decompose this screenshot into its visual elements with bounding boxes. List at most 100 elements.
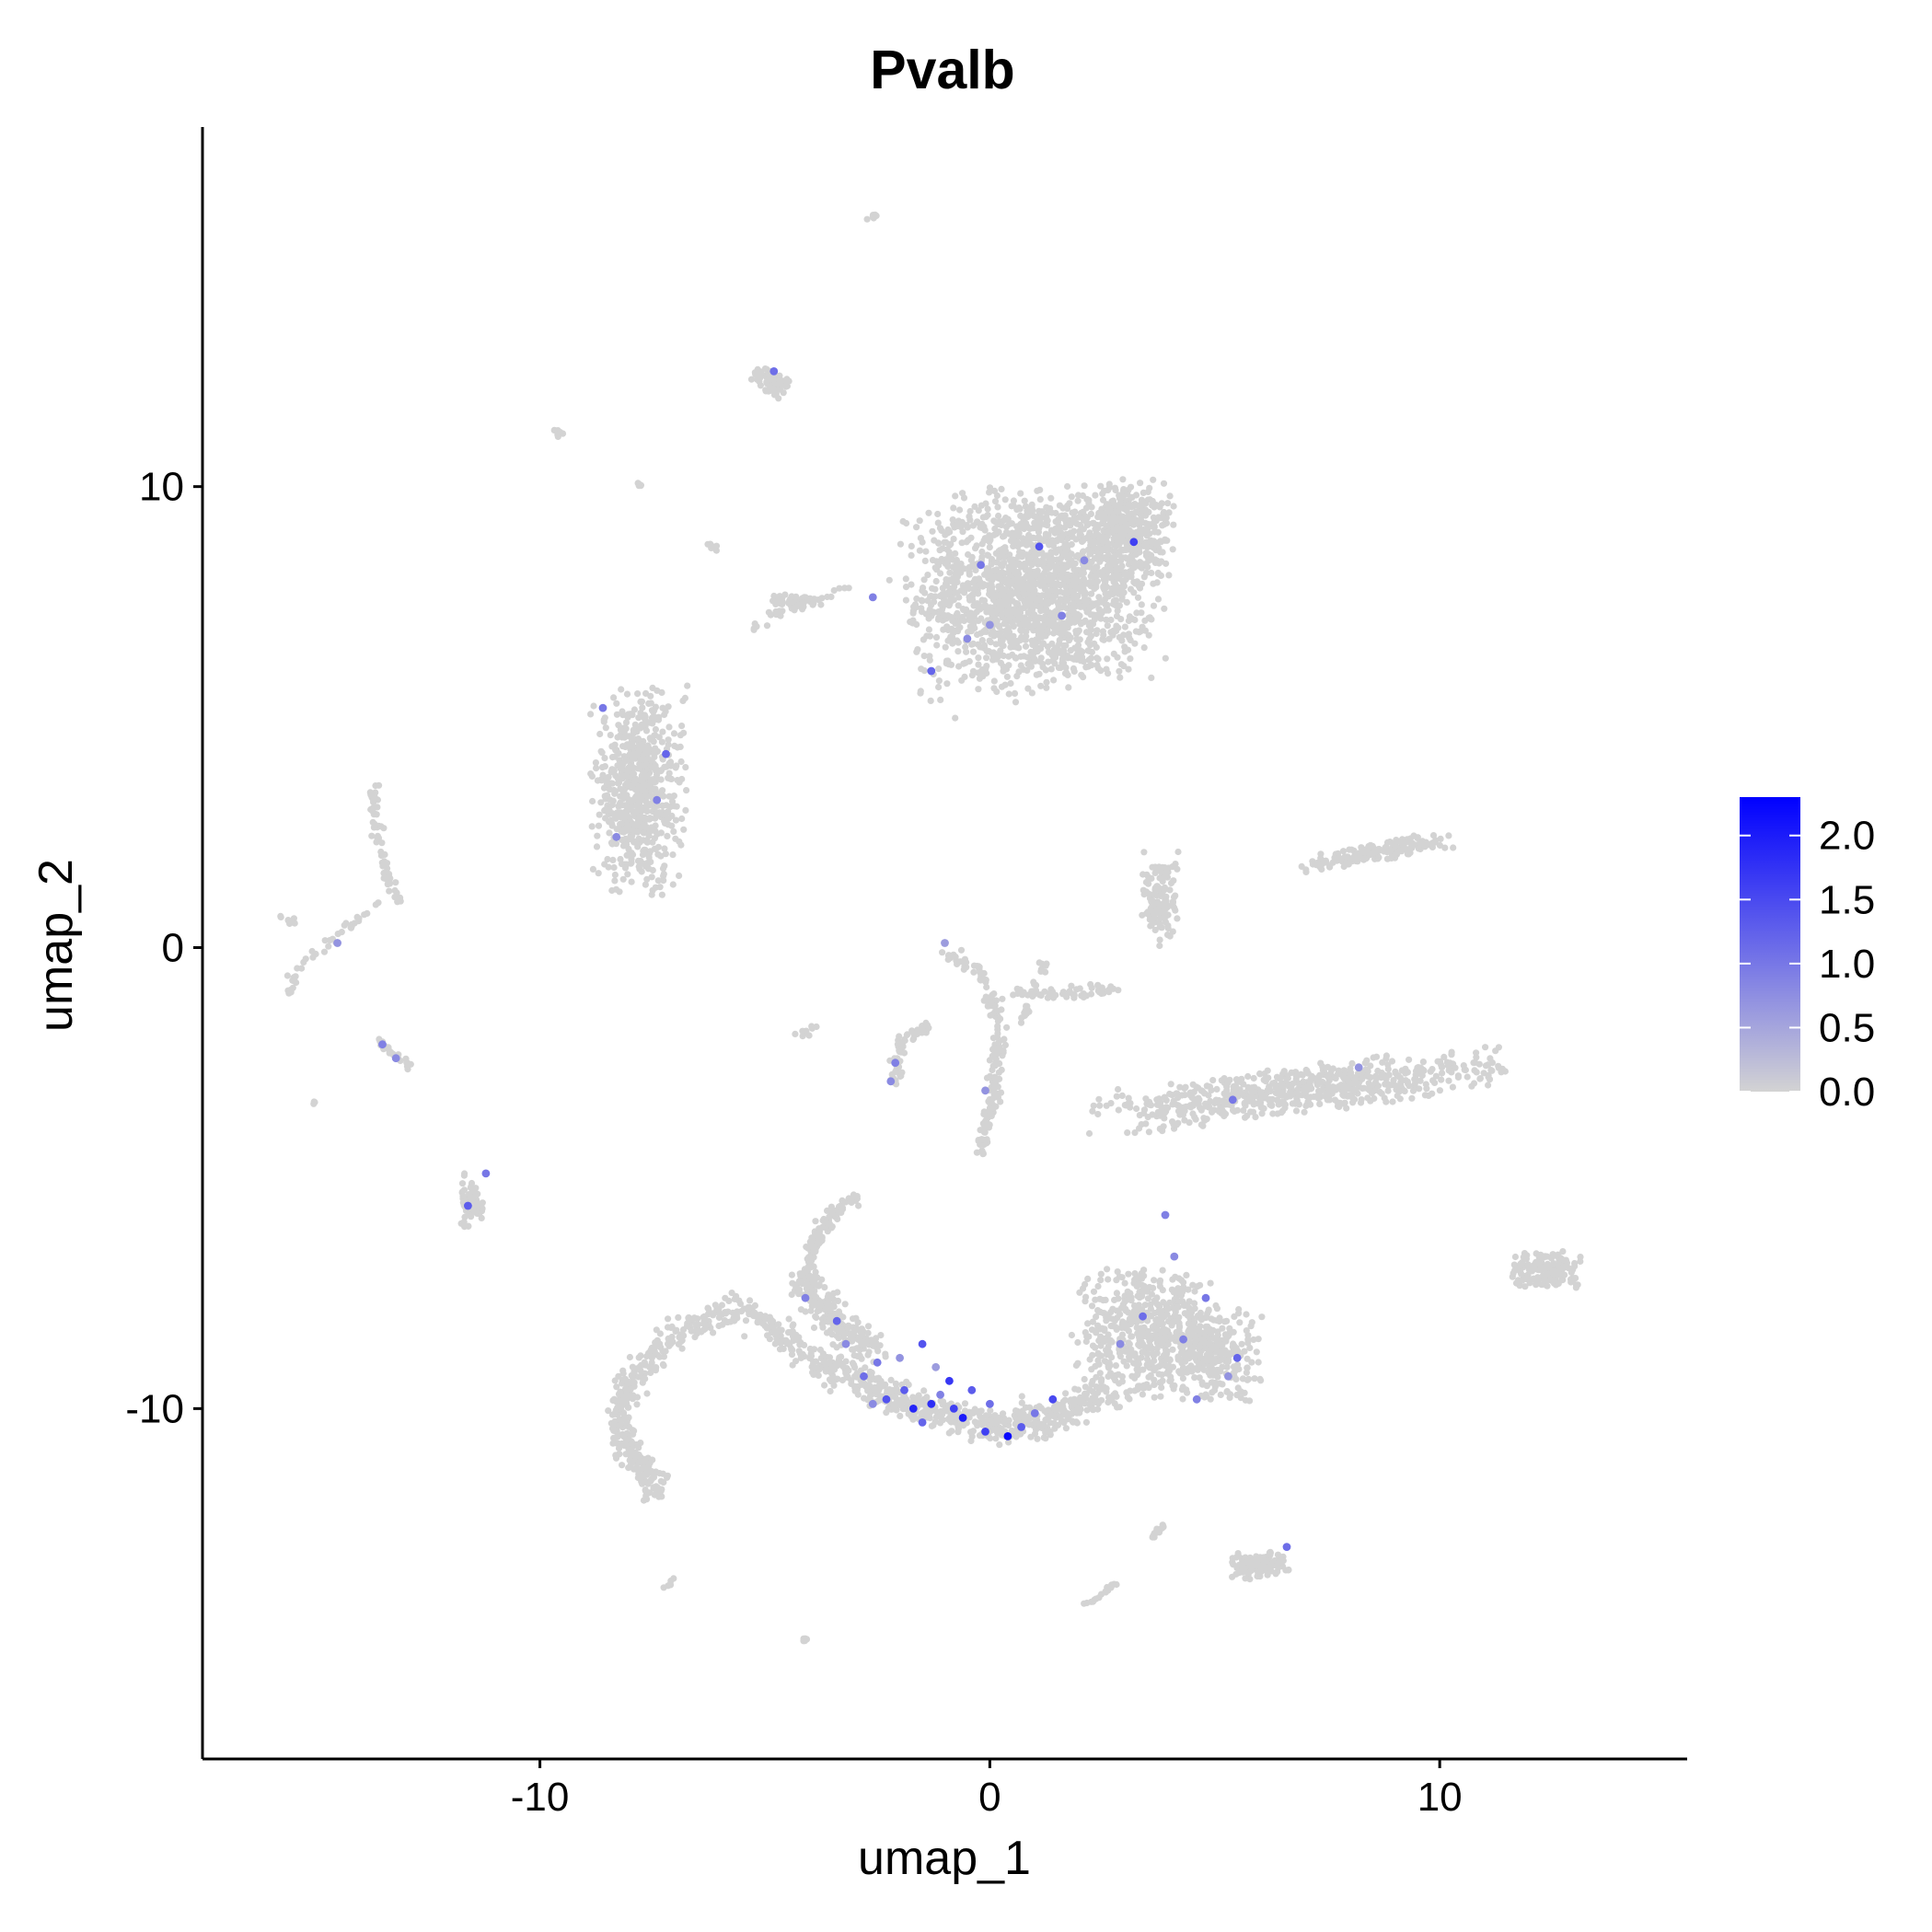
cell-point xyxy=(1452,1064,1459,1071)
cell-point xyxy=(1317,854,1325,862)
cell-point xyxy=(652,815,659,822)
cell-point xyxy=(1081,482,1088,490)
cell-point xyxy=(613,826,620,833)
cell-point xyxy=(630,821,637,828)
cell-point xyxy=(1171,1382,1178,1389)
cell-point xyxy=(646,719,654,726)
cell-point xyxy=(974,631,981,639)
cell-point xyxy=(619,842,628,850)
cell-point xyxy=(1168,1092,1175,1099)
cell-point xyxy=(1103,1351,1110,1359)
cell-point xyxy=(1393,1082,1400,1090)
cell-point xyxy=(1329,859,1336,866)
cell-point xyxy=(1037,682,1045,689)
cell-point xyxy=(908,551,915,560)
cell-point xyxy=(1064,654,1071,662)
cell-point xyxy=(625,783,632,791)
cell-point xyxy=(1324,1096,1331,1104)
cell-point xyxy=(952,714,959,722)
cell-point xyxy=(631,795,638,803)
cell-point xyxy=(646,815,654,822)
cell-point xyxy=(1003,673,1011,680)
cell-point xyxy=(1143,1350,1151,1358)
cell-point xyxy=(600,718,607,725)
cell-point xyxy=(1074,1359,1082,1367)
cell-point xyxy=(1170,902,1177,910)
cell-point xyxy=(642,824,650,831)
cell-point xyxy=(1089,611,1096,619)
cell-point xyxy=(1547,1255,1556,1262)
cell-point xyxy=(1121,1279,1128,1287)
cell-point xyxy=(1124,521,1131,528)
cell-point xyxy=(1092,492,1099,499)
cell-point xyxy=(1039,592,1047,599)
cell-point xyxy=(1359,1075,1366,1082)
cell-point xyxy=(1258,1313,1266,1321)
cell-point xyxy=(1470,1080,1478,1087)
cell-point xyxy=(1367,1082,1374,1090)
cell-point xyxy=(639,704,646,711)
cell-point xyxy=(1075,598,1082,606)
cell-point xyxy=(1138,1121,1145,1128)
cell-point xyxy=(680,826,688,833)
cell-point xyxy=(1183,1103,1190,1110)
cell-point xyxy=(1061,524,1069,531)
cell-point xyxy=(1114,607,1121,615)
cell-point xyxy=(642,727,651,735)
cell-point xyxy=(949,563,956,571)
cell-point xyxy=(925,626,933,633)
cell-point xyxy=(1482,1062,1489,1070)
cell-point xyxy=(1286,1081,1293,1089)
cell-point xyxy=(639,713,646,721)
cell-point xyxy=(1079,1285,1087,1292)
cell-point xyxy=(975,590,982,597)
cell-point xyxy=(1142,888,1150,896)
cell-point xyxy=(1140,1366,1147,1373)
cell-point xyxy=(1043,678,1050,686)
cell-point xyxy=(1264,1564,1272,1571)
cell-point xyxy=(660,877,667,885)
cell-point xyxy=(1096,1295,1104,1302)
cell-point xyxy=(1440,1053,1448,1060)
cell-point xyxy=(1118,637,1126,644)
cell-point xyxy=(1238,1560,1245,1568)
cell-point xyxy=(974,600,981,607)
cell-point xyxy=(941,611,948,619)
cell-point xyxy=(1163,1348,1171,1355)
cell-point xyxy=(1113,1277,1120,1284)
cell-point xyxy=(623,690,631,698)
cell-point xyxy=(1085,647,1093,654)
cell-point xyxy=(1023,616,1030,623)
cell-point xyxy=(1124,1129,1131,1137)
cell-point xyxy=(938,526,945,535)
cell-point xyxy=(1555,1251,1562,1258)
cell-point xyxy=(661,711,668,719)
cell-point xyxy=(1223,1363,1231,1371)
cell-point xyxy=(1070,594,1077,601)
cell-point xyxy=(1118,1323,1127,1330)
cell-point xyxy=(1163,897,1170,905)
cell-point xyxy=(1042,666,1049,674)
cell-point xyxy=(1112,1371,1119,1379)
cell-point xyxy=(1113,1290,1120,1297)
cell-point xyxy=(1436,1087,1443,1094)
cell-point xyxy=(1160,480,1168,487)
cell-point xyxy=(1151,1297,1158,1304)
cell-point xyxy=(1036,496,1044,503)
cell-point xyxy=(1186,1298,1193,1305)
cell-point xyxy=(1123,1362,1130,1370)
cell-point xyxy=(1079,585,1086,594)
cell-point xyxy=(1171,1333,1179,1340)
cell-point xyxy=(1099,496,1107,503)
cell-point xyxy=(1140,1340,1147,1348)
cell-point xyxy=(1189,1101,1197,1108)
cell-point xyxy=(1432,837,1440,844)
cell-point xyxy=(669,881,677,888)
cell-point xyxy=(1121,569,1128,576)
cell-point xyxy=(1120,589,1128,596)
cell-point xyxy=(1116,1311,1124,1318)
cell-point xyxy=(1292,1107,1301,1115)
cell-point xyxy=(1417,1064,1425,1071)
cell-point xyxy=(1043,503,1050,511)
cell-point xyxy=(1097,1277,1105,1284)
